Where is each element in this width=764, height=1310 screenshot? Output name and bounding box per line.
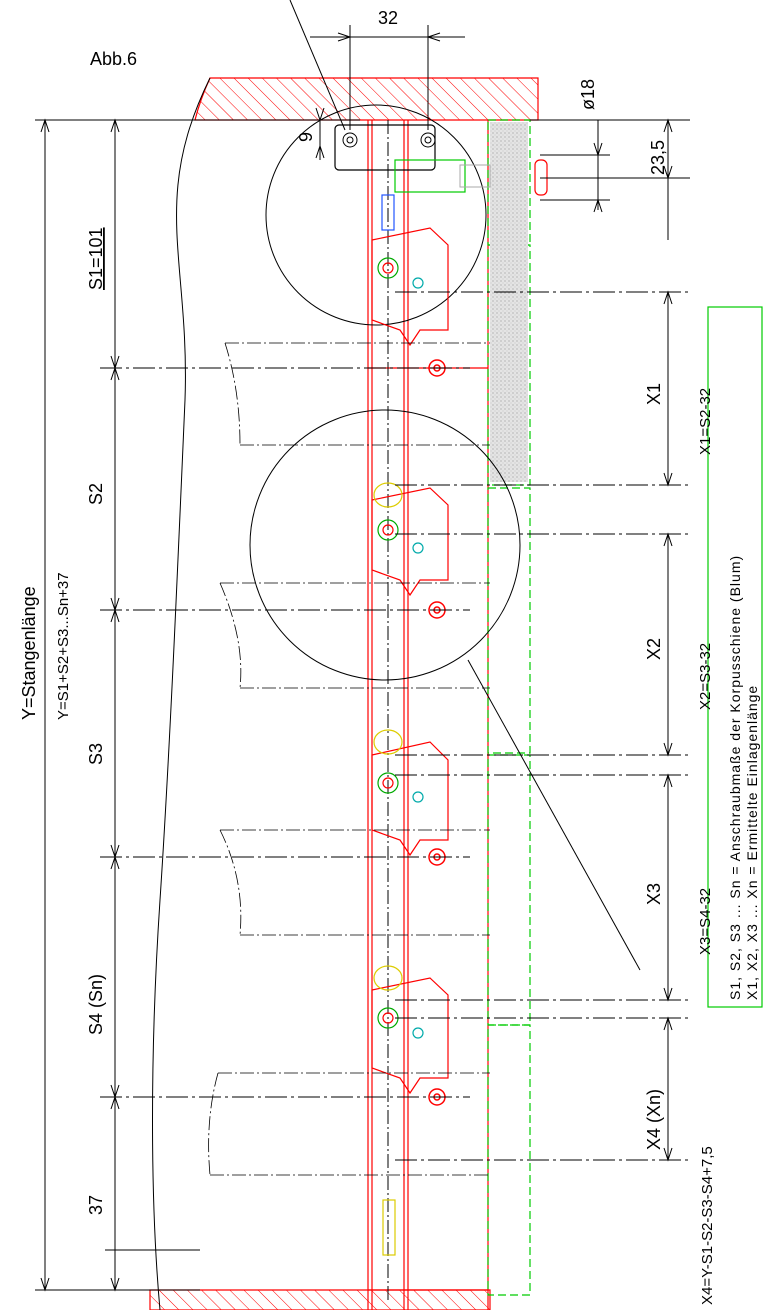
speckle-fill — [490, 122, 528, 482]
top-beam — [194, 77, 539, 121]
hinge-4 — [371, 965, 449, 1095]
y-formula: Y=S1+S2+S3...Sn+37 — [55, 572, 72, 720]
bottom-beam — [149, 1289, 491, 1310]
hinge-1 — [371, 227, 449, 347]
x4-label: X4 (Xn) — [644, 1089, 664, 1150]
rail-outline — [367, 120, 489, 1310]
leader-top — [289, 0, 346, 131]
hinge-2 — [371, 482, 449, 597]
legend-line-1: S1, S2, S3 ... Sn = Anschraubmaße der Ko… — [727, 555, 743, 1000]
dim-d18-label: ø18 — [578, 79, 598, 110]
screw-markers — [428, 359, 446, 1106]
drawer-outlines — [208, 342, 490, 1176]
x2-formula: X2=S3-32 — [697, 643, 714, 710]
x3-formula: X3=S4-32 — [697, 888, 714, 955]
hinge-3 — [371, 729, 449, 857]
station-lines — [100, 291, 690, 1161]
right-dimensions — [530, 118, 690, 1162]
legend-line-2: X1, X2, X3 ... Xn = Ermittelte Einlagenl… — [744, 685, 760, 1000]
top-dimension — [310, 25, 465, 160]
break-line — [152, 77, 211, 1310]
left-dimensions — [35, 118, 360, 1292]
x1-formula: X1=S2-32 — [697, 388, 714, 455]
leader-mid — [467, 659, 641, 971]
s3-label: S3 — [86, 743, 106, 765]
x2-label: X2 — [644, 638, 664, 660]
x1-label: X1 — [644, 383, 664, 405]
top-bracket — [334, 124, 548, 231]
figure-label: Abb.6 — [90, 49, 137, 69]
s2-label: S2 — [86, 483, 106, 505]
dim-37-label: 37 — [86, 1195, 106, 1215]
y-title: Y=Stangenlänge — [19, 586, 39, 720]
dim-32-label: 32 — [378, 8, 398, 28]
dim-9-label: 9 — [296, 132, 316, 142]
hinges — [371, 227, 449, 1256]
dim-23-5-label: 23,5 — [648, 140, 668, 175]
detail-circle-top — [265, 104, 487, 326]
x4-formula: X4=Y-S1-S2-S3-S4+7,5 — [699, 1146, 716, 1305]
legend-box — [707, 306, 763, 1008]
s4-label: S4 (Sn) — [86, 974, 106, 1035]
x3-label: X3 — [644, 883, 664, 905]
s1-label: S1=101 — [86, 227, 106, 290]
detail-circle-mid — [249, 409, 521, 681]
